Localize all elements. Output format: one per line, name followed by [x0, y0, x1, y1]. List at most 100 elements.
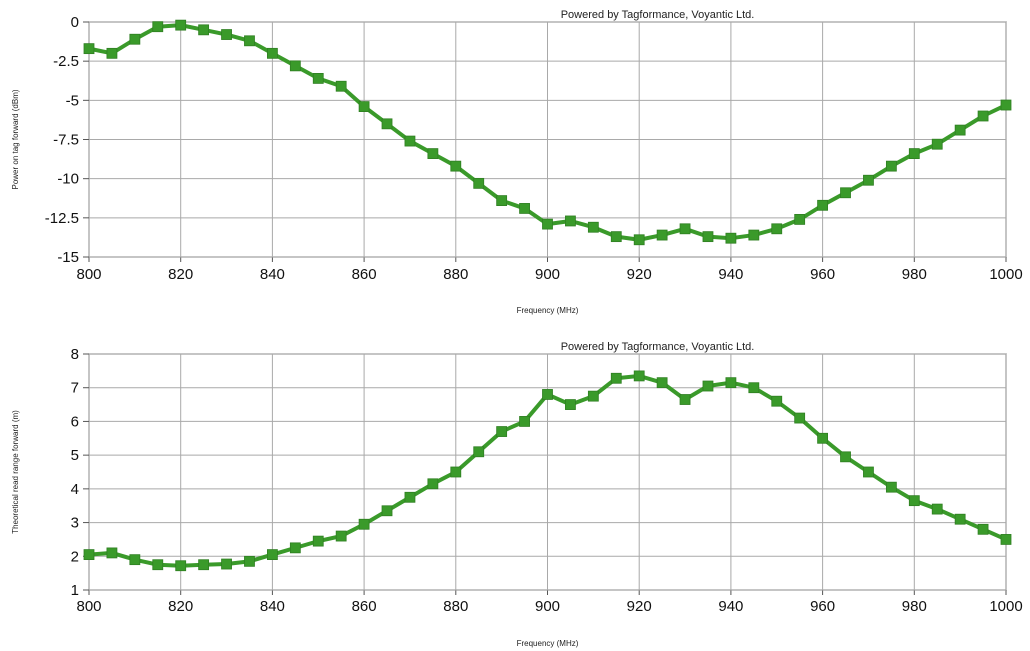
data-point — [335, 80, 347, 92]
data-point — [702, 380, 714, 392]
y-tick-label: 2 — [71, 548, 79, 565]
x-tick-label: 880 — [443, 598, 468, 615]
data-point — [931, 138, 943, 150]
data-point — [1000, 99, 1012, 111]
data-point — [610, 231, 622, 243]
data-point — [473, 177, 485, 189]
data-point — [679, 223, 691, 235]
data-point — [198, 559, 210, 571]
data-point — [106, 47, 118, 59]
chart-annotation: Powered by Tagformance, Voyantic Ltd. — [561, 9, 755, 21]
data-point — [404, 491, 416, 503]
data-point — [335, 530, 347, 542]
x-tick-label: 900 — [535, 266, 560, 283]
data-point — [404, 135, 416, 147]
y-tick-label: 4 — [71, 481, 79, 498]
data-point — [794, 412, 806, 424]
data-point — [954, 124, 966, 136]
x-tick-label: 1000 — [989, 266, 1022, 283]
data-point — [794, 213, 806, 225]
data-point — [633, 234, 645, 246]
x-tick-label: 960 — [810, 266, 835, 283]
data-point — [358, 518, 370, 530]
y-tick-label: -15 — [57, 249, 79, 266]
y-tick-label: 5 — [71, 447, 79, 464]
data-point — [610, 372, 622, 384]
data-point — [381, 505, 393, 517]
data-point — [885, 160, 897, 172]
chart-2: 800 820 840 860 880 900 920 940 960 980 1000 8 7 6 5 4 3… — [11, 341, 1023, 648]
data-point — [289, 542, 301, 554]
data-point — [725, 377, 737, 389]
data-point — [656, 229, 668, 241]
data-point — [106, 547, 118, 559]
data-point — [175, 560, 187, 572]
data-point — [771, 395, 783, 407]
data-point — [565, 215, 576, 227]
data-point — [175, 19, 187, 31]
data-point — [863, 466, 874, 478]
data-point — [725, 232, 737, 244]
chart-annotation: Powered by Tagformance, Voyantic Ltd. — [561, 341, 755, 353]
data-point — [221, 558, 232, 570]
data-point — [771, 223, 783, 235]
y-axis-label: Theoretical read range forward (m) — [11, 410, 20, 534]
data-point — [565, 399, 576, 410]
data-point — [198, 24, 210, 36]
data-point — [840, 187, 851, 199]
data-point — [450, 466, 462, 478]
data-point — [1000, 534, 1012, 545]
x-tick-label: 860 — [352, 598, 377, 615]
x-tick-label: 800 — [76, 598, 101, 615]
data-point — [358, 101, 370, 112]
x-axis-label: Frequency (MHz) — [517, 306, 579, 315]
data-point — [954, 513, 966, 525]
x-axis-label: Frequency (MHz) — [517, 639, 579, 648]
y-tick-label: -5 — [66, 92, 79, 109]
y-tick-label: -10 — [57, 171, 79, 188]
chart-1: 800 820 840 860 880 900 920 940 960 980 1000 0 -2.5 -… — [11, 9, 1023, 315]
data-point — [427, 478, 439, 490]
data-point — [977, 110, 989, 122]
data-point — [542, 389, 553, 400]
data-point — [221, 29, 232, 40]
data-point — [83, 549, 95, 560]
data-point — [266, 549, 278, 560]
data-point — [83, 43, 95, 55]
data-point — [289, 60, 301, 72]
x-tick-label: 960 — [810, 598, 835, 615]
x-tick-label: 840 — [260, 598, 285, 615]
data-point — [152, 21, 164, 33]
data-point — [450, 160, 462, 172]
data-point — [129, 33, 141, 45]
y-tick-label: -12.5 — [45, 210, 79, 227]
data-point — [519, 203, 530, 214]
data-point — [587, 221, 599, 233]
data-point — [656, 377, 668, 389]
data-point — [587, 390, 599, 402]
data-point — [312, 535, 324, 547]
data-point — [748, 382, 760, 394]
x-tick-label: 920 — [627, 598, 652, 615]
data-point — [244, 35, 255, 47]
x-tick-label: 800 — [76, 266, 101, 283]
data-point — [496, 426, 508, 437]
data-point — [496, 195, 508, 207]
data-point — [381, 118, 393, 130]
data-point — [977, 523, 989, 535]
x-tick-label: 980 — [902, 266, 927, 283]
x-tick-label: 900 — [535, 598, 560, 615]
data-point — [817, 199, 828, 211]
x-tick-label: 980 — [902, 598, 927, 615]
y-axis-label: Power on tag forward (dBm) — [11, 89, 20, 189]
data-point — [427, 148, 439, 160]
data-point — [885, 481, 897, 493]
data-point — [748, 229, 760, 241]
x-tick-label: 840 — [260, 266, 285, 283]
data-point — [312, 73, 324, 84]
data-point — [679, 394, 691, 405]
x-tick-label: 1000 — [989, 598, 1022, 615]
x-tick-label: 860 — [352, 266, 377, 283]
